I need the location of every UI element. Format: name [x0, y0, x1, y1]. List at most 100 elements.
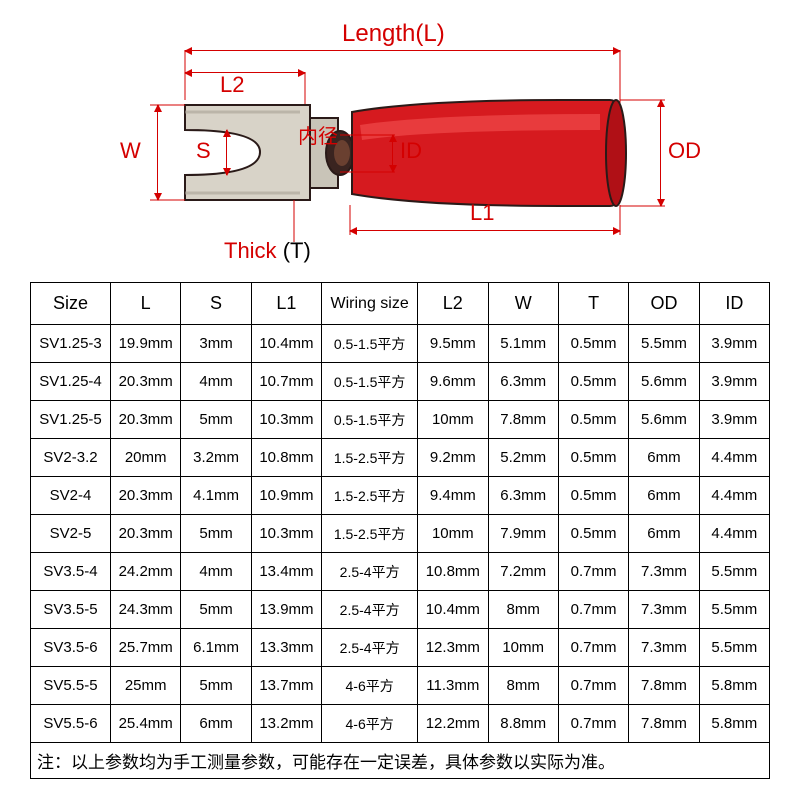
table-cell: 10.4mm	[251, 325, 321, 363]
table-cell: 13.2mm	[251, 705, 321, 743]
table-cell: 13.9mm	[251, 591, 321, 629]
table-row: SV2-520.3mm5mm10.3mm1.5-2.5平方10mm7.9mm0.…	[31, 515, 770, 553]
table-cell: 25.4mm	[111, 705, 181, 743]
table-cell: 8.8mm	[488, 705, 558, 743]
table-cell: 5mm	[181, 401, 251, 439]
table-cell: 1.5-2.5平方	[322, 439, 418, 477]
table-row: SV5.5-625.4mm6mm13.2mm4-6平方12.2mm8.8mm0.…	[31, 705, 770, 743]
table-cell: 0.5mm	[558, 439, 628, 477]
col-header: OD	[629, 283, 699, 325]
dim-od-arrow	[660, 100, 661, 206]
col-header: L2	[418, 283, 488, 325]
dim-thick-label: Thick (T)	[224, 238, 311, 264]
table-cell: 13.3mm	[251, 629, 321, 667]
table-cell: 4.1mm	[181, 477, 251, 515]
table-cell: 10.7mm	[251, 363, 321, 401]
table-cell: 8mm	[488, 667, 558, 705]
table-cell: 3mm	[181, 325, 251, 363]
table-cell: 6.1mm	[181, 629, 251, 667]
terminal-diagram: Length(L) L2 W S 内径 ID OD L1 Thick (T)	[0, 0, 800, 280]
table-cell: 5mm	[181, 591, 251, 629]
table-cell: 5.2mm	[488, 439, 558, 477]
table-cell: 5.1mm	[488, 325, 558, 363]
dim-l2-label: L2	[220, 72, 244, 98]
table-cell: SV2-5	[31, 515, 111, 553]
dim-w-arrow	[157, 105, 158, 200]
table-cell: 20.3mm	[111, 363, 181, 401]
table-cell: 5.6mm	[629, 401, 699, 439]
table-row: SV5.5-525mm5mm13.7mm4-6平方11.3mm8mm0.7mm7…	[31, 667, 770, 705]
table-row: SV2-420.3mm4.1mm10.9mm1.5-2.5平方9.4mm6.3m…	[31, 477, 770, 515]
table-cell: SV3.5-6	[31, 629, 111, 667]
table-cell: 10.3mm	[251, 401, 321, 439]
table-cell: 0.5mm	[558, 325, 628, 363]
table-cell: 7.8mm	[629, 667, 699, 705]
col-header: Wiring size	[322, 283, 418, 325]
table-cell: 5.8mm	[699, 667, 769, 705]
dim-inner-cn-label: 内径	[298, 126, 322, 148]
table-cell: SV1.25-5	[31, 401, 111, 439]
table-cell: 1.5-2.5平方	[322, 477, 418, 515]
table-cell: 4-6平方	[322, 667, 418, 705]
spec-table: SizeLSL1Wiring sizeL2WTODID SV1.25-319.9…	[30, 282, 770, 779]
table-cell: 19.9mm	[111, 325, 181, 363]
table-cell: 24.2mm	[111, 553, 181, 591]
table-row: SV2-3.220mm3.2mm10.8mm1.5-2.5平方9.2mm5.2m…	[31, 439, 770, 477]
table-cell: 2.5-4平方	[322, 629, 418, 667]
col-header: ID	[699, 283, 769, 325]
spec-table-head: SizeLSL1Wiring sizeL2WTODID	[31, 283, 770, 325]
table-cell: 5mm	[181, 667, 251, 705]
col-header: L	[111, 283, 181, 325]
col-header: T	[558, 283, 628, 325]
dim-od-label: OD	[668, 138, 701, 164]
table-cell: 12.3mm	[418, 629, 488, 667]
table-cell: SV1.25-4	[31, 363, 111, 401]
table-cell: 0.5-1.5平方	[322, 401, 418, 439]
col-header: L1	[251, 283, 321, 325]
table-cell: 0.5mm	[558, 401, 628, 439]
table-cell: SV5.5-6	[31, 705, 111, 743]
table-cell: 13.7mm	[251, 667, 321, 705]
table-cell: 7.2mm	[488, 553, 558, 591]
table-cell: 6mm	[629, 515, 699, 553]
table-cell: 4.4mm	[699, 439, 769, 477]
table-cell: 25mm	[111, 667, 181, 705]
dim-id-label: ID	[400, 138, 422, 164]
dim-id-arrow	[392, 135, 393, 172]
table-cell: 2.5-4平方	[322, 553, 418, 591]
dim-w-label: W	[120, 138, 141, 164]
table-cell: SV2-3.2	[31, 439, 111, 477]
table-cell: 10.9mm	[251, 477, 321, 515]
table-cell: 3.2mm	[181, 439, 251, 477]
dim-length-label: Length(L)	[342, 20, 445, 48]
table-cell: 0.7mm	[558, 591, 628, 629]
table-cell: 5mm	[181, 515, 251, 553]
table-cell: 1.5-2.5平方	[322, 515, 418, 553]
table-cell: 25.7mm	[111, 629, 181, 667]
table-cell: 10.8mm	[251, 439, 321, 477]
table-row: SV1.25-319.9mm3mm10.4mm0.5-1.5平方9.5mm5.1…	[31, 325, 770, 363]
table-cell: 5.8mm	[699, 705, 769, 743]
table-cell: 6.3mm	[488, 363, 558, 401]
table-cell: 7.8mm	[629, 705, 699, 743]
table-cell: 0.5mm	[558, 477, 628, 515]
table-cell: 0.7mm	[558, 705, 628, 743]
thick-t-suffix: (T)	[283, 238, 311, 263]
table-cell: 10.4mm	[418, 591, 488, 629]
table-cell: SV1.25-3	[31, 325, 111, 363]
table-cell: 12.2mm	[418, 705, 488, 743]
table-cell: 10mm	[418, 401, 488, 439]
dim-s-label: S	[196, 138, 211, 164]
table-cell: 9.6mm	[418, 363, 488, 401]
table-cell: 9.2mm	[418, 439, 488, 477]
table-cell: SV3.5-5	[31, 591, 111, 629]
table-cell: 0.5mm	[558, 363, 628, 401]
col-header: W	[488, 283, 558, 325]
table-cell: 0.7mm	[558, 667, 628, 705]
table-row: SV1.25-520.3mm5mm10.3mm0.5-1.5平方10mm7.8m…	[31, 401, 770, 439]
table-cell: 13.4mm	[251, 553, 321, 591]
table-cell: SV5.5-5	[31, 667, 111, 705]
table-cell: 7.3mm	[629, 591, 699, 629]
table-cell: 4.4mm	[699, 477, 769, 515]
table-cell: 5.5mm	[699, 591, 769, 629]
